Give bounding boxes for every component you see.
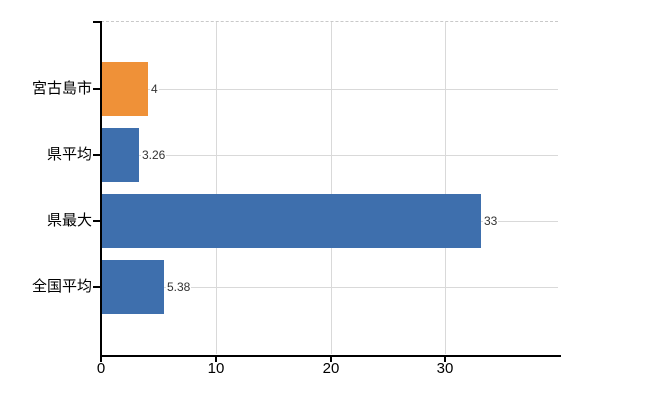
- value-label: 33: [483, 214, 499, 228]
- x-axis-tick-label: 0: [96, 360, 106, 377]
- category-label: 県最大: [46, 212, 92, 229]
- x-axis-tick: [100, 356, 102, 362]
- category-label: 県平均: [46, 146, 92, 163]
- x-axis-tick: [215, 356, 217, 362]
- category-label: 宮古島市: [31, 80, 92, 97]
- value-label: 3.26: [141, 148, 167, 162]
- x-gridline: [445, 22, 446, 354]
- x-gridline: [216, 22, 217, 354]
- x-axis-tick: [330, 356, 332, 362]
- y-axis-tick: [93, 220, 101, 222]
- y-axis-tick: [93, 154, 101, 156]
- bar-3: [102, 194, 481, 248]
- value-label: 5.38: [166, 280, 192, 294]
- y-gridline: [101, 89, 558, 90]
- y-axis-tick: [93, 88, 101, 90]
- bar-4: [102, 260, 164, 314]
- x-axis-tick-label: 30: [436, 360, 454, 377]
- value-label: 4: [150, 82, 159, 96]
- y-axis-line: [100, 21, 102, 356]
- category-label: 全国平均: [31, 278, 92, 295]
- y-gridline: [101, 287, 558, 288]
- x-axis-tick-label: 10: [207, 360, 225, 377]
- x-axis-tick-label: 20: [322, 360, 340, 377]
- bar-1: [102, 62, 148, 116]
- bar-2: [102, 128, 139, 182]
- x-gridline: [331, 22, 332, 354]
- y-axis-end-tick: [93, 21, 101, 23]
- plot-top-dashed-border: [101, 21, 558, 22]
- x-axis-tick: [444, 356, 446, 362]
- y-axis-tick: [93, 286, 101, 288]
- y-gridline: [101, 155, 558, 156]
